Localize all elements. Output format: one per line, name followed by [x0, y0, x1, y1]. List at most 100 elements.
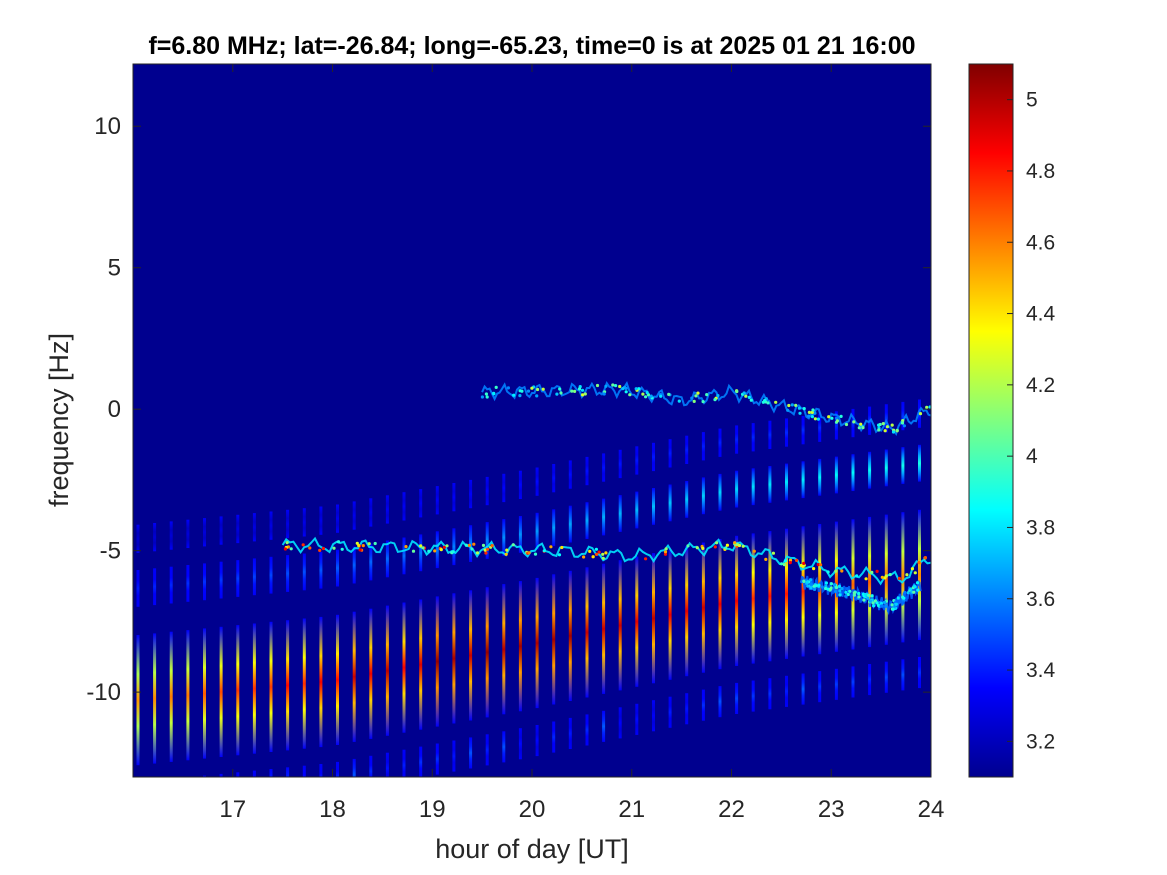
- trace-main-point: [485, 547, 490, 551]
- trace-upper-point: [621, 387, 625, 391]
- sweep-column: [535, 512, 539, 550]
- trace-main-point: [594, 547, 599, 551]
- colorbar-tick-label: 4: [1026, 445, 1038, 468]
- trace-main-point: [470, 547, 474, 551]
- trace-main-point: [826, 570, 830, 574]
- sweep-column: [203, 628, 206, 759]
- trace-main-point: [783, 559, 788, 563]
- trace-lower-point: [862, 598, 866, 602]
- trace-lower-point: [909, 587, 913, 591]
- trace-upper-point: [595, 383, 600, 388]
- trace-upper-point: [895, 428, 899, 432]
- trace-upper-point: [830, 416, 834, 420]
- sweep-column: [718, 428, 722, 457]
- sweep-column: [402, 749, 406, 777]
- trace-upper-point: [807, 410, 812, 414]
- trace-upper-point: [810, 410, 814, 414]
- trace-upper-point: [901, 419, 905, 423]
- trace-lower-point: [814, 584, 818, 588]
- trace-lower-point: [820, 585, 824, 589]
- trace-main-point: [771, 551, 776, 555]
- trace-main-point: [504, 552, 508, 556]
- trace-lower-point: [829, 582, 834, 586]
- sweep-column: [751, 423, 755, 452]
- trace-upper-point: [690, 396, 694, 400]
- trace-main-point: [855, 574, 859, 578]
- trace-upper-point: [835, 419, 840, 423]
- sweep-column: [751, 468, 755, 506]
- trace-upper-point: [852, 420, 856, 424]
- trace-main-point: [880, 575, 884, 579]
- trace-lower-point: [857, 595, 861, 599]
- trace-upper-point: [667, 392, 671, 396]
- sweep-column: [502, 519, 506, 556]
- trace-lower-point: [902, 598, 906, 603]
- trace-upper-point: [928, 405, 931, 409]
- trace-upper-point: [694, 394, 698, 398]
- trace-upper-point: [900, 421, 905, 425]
- sweep-column: [203, 775, 206, 777]
- trace-lower-point: [834, 589, 838, 594]
- sweep-column: [352, 546, 356, 584]
- trace-upper-point: [518, 394, 522, 398]
- sweep-column: [518, 516, 522, 553]
- sweep-column: [635, 491, 639, 529]
- trace-lower-point: [916, 588, 920, 592]
- colorbar-tick-label: 3.6: [1026, 588, 1055, 611]
- trace-upper-point: [559, 391, 563, 395]
- colorbar-tick-label: 4.6: [1026, 231, 1055, 254]
- trace-main-point: [285, 541, 289, 545]
- colorbar-tick-label: 3.4: [1026, 659, 1056, 682]
- sweep-column: [635, 703, 639, 735]
- sweep-column: [901, 659, 905, 691]
- sweep-column: [785, 675, 788, 707]
- sweep-column: [718, 539, 722, 670]
- trace-upper-point: [677, 399, 681, 403]
- sweep-column: [136, 635, 140, 766]
- sweep-column: [369, 755, 373, 777]
- trace-main-point: [336, 540, 341, 544]
- trace-upper-point: [761, 400, 765, 404]
- trace-main-point: [913, 571, 917, 575]
- sweep-column: [435, 743, 439, 775]
- sweep-column: [502, 584, 506, 715]
- trace-main-point: [715, 541, 719, 545]
- sweep-column: [419, 489, 423, 518]
- sweep-column: [668, 549, 672, 680]
- sweep-column: [552, 574, 556, 705]
- x-tick-label: 20: [519, 796, 546, 823]
- x-tick-label: 22: [718, 796, 745, 823]
- sweep-column: [286, 555, 290, 592]
- sweep-column: [452, 593, 456, 724]
- trace-lower-point: [864, 592, 868, 597]
- trace-lower-point: [817, 583, 821, 587]
- trace-main-point: [361, 544, 365, 548]
- trace-main-point: [442, 545, 446, 549]
- sweep-column: [718, 686, 722, 718]
- sweep-column: [851, 519, 855, 650]
- trace-upper-point: [881, 422, 885, 426]
- sweep-column: [768, 678, 772, 710]
- trace-lower-point: [848, 589, 852, 593]
- x-axis-label: hour of day [UT]: [435, 834, 629, 864]
- sweep-column: [901, 447, 905, 484]
- sweep-column: [751, 533, 755, 664]
- trace-upper-point: [649, 394, 653, 398]
- sweep-column: [785, 418, 788, 447]
- trace-main-point: [764, 557, 768, 562]
- sweep-column: [585, 714, 589, 746]
- sweep-column: [668, 696, 672, 728]
- trace-upper-point: [861, 426, 865, 430]
- trace-upper-point: [558, 387, 562, 391]
- sweep-column: [834, 668, 838, 700]
- trace-upper-point: [485, 395, 489, 399]
- sweep-column: [685, 435, 689, 464]
- sweep-column: [535, 725, 539, 757]
- sweep-column: [518, 470, 522, 499]
- sweep-column: [369, 543, 373, 581]
- trace-upper-point: [696, 391, 700, 395]
- y-tick-label: -10: [86, 679, 121, 706]
- trace-lower-point: [903, 591, 907, 595]
- trace-upper-point: [614, 384, 618, 388]
- trace-main-point: [779, 562, 784, 566]
